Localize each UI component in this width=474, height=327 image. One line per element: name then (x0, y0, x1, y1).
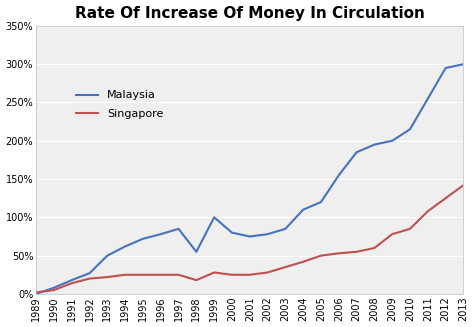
Malaysia (158, 232, 164, 236)
Singapore (247, 273, 253, 277)
Singapore (69, 281, 74, 285)
Singapore (407, 227, 413, 231)
Line: Malaysia: Malaysia (36, 64, 464, 294)
Singapore (211, 270, 217, 274)
Line: Singapore: Singapore (36, 185, 464, 292)
Malaysia (407, 127, 413, 131)
Singapore (372, 246, 377, 250)
Singapore (87, 277, 92, 281)
Malaysia (69, 278, 74, 282)
Malaysia (443, 66, 448, 70)
Malaysia (264, 232, 270, 236)
Singapore (51, 288, 57, 292)
Singapore (122, 273, 128, 277)
Singapore (283, 265, 288, 269)
Singapore (301, 260, 306, 264)
Malaysia (33, 292, 39, 296)
Malaysia (301, 208, 306, 212)
Title: Rate Of Increase Of Money In Circulation: Rate Of Increase Of Money In Circulation (75, 6, 425, 21)
Singapore (176, 273, 182, 277)
Malaysia (283, 227, 288, 231)
Singapore (443, 196, 448, 200)
Legend: Malaysia, Singapore: Malaysia, Singapore (76, 90, 164, 119)
Singapore (389, 232, 395, 236)
Malaysia (193, 250, 199, 254)
Singapore (140, 273, 146, 277)
Singapore (264, 270, 270, 274)
Singapore (193, 278, 199, 282)
Singapore (104, 275, 110, 279)
Malaysia (51, 286, 57, 290)
Malaysia (247, 234, 253, 238)
Malaysia (87, 271, 92, 275)
Malaysia (318, 200, 324, 204)
Malaysia (372, 143, 377, 146)
Malaysia (140, 237, 146, 241)
Malaysia (425, 97, 431, 101)
Singapore (158, 273, 164, 277)
Malaysia (229, 231, 235, 234)
Malaysia (104, 254, 110, 258)
Malaysia (176, 227, 182, 231)
Malaysia (461, 62, 466, 66)
Malaysia (211, 215, 217, 219)
Singapore (354, 250, 359, 254)
Malaysia (336, 173, 342, 177)
Singapore (336, 251, 342, 255)
Singapore (229, 273, 235, 277)
Malaysia (389, 139, 395, 143)
Malaysia (122, 245, 128, 249)
Singapore (461, 183, 466, 187)
Singapore (33, 290, 39, 294)
Singapore (318, 254, 324, 258)
Malaysia (354, 150, 359, 154)
Singapore (425, 209, 431, 213)
